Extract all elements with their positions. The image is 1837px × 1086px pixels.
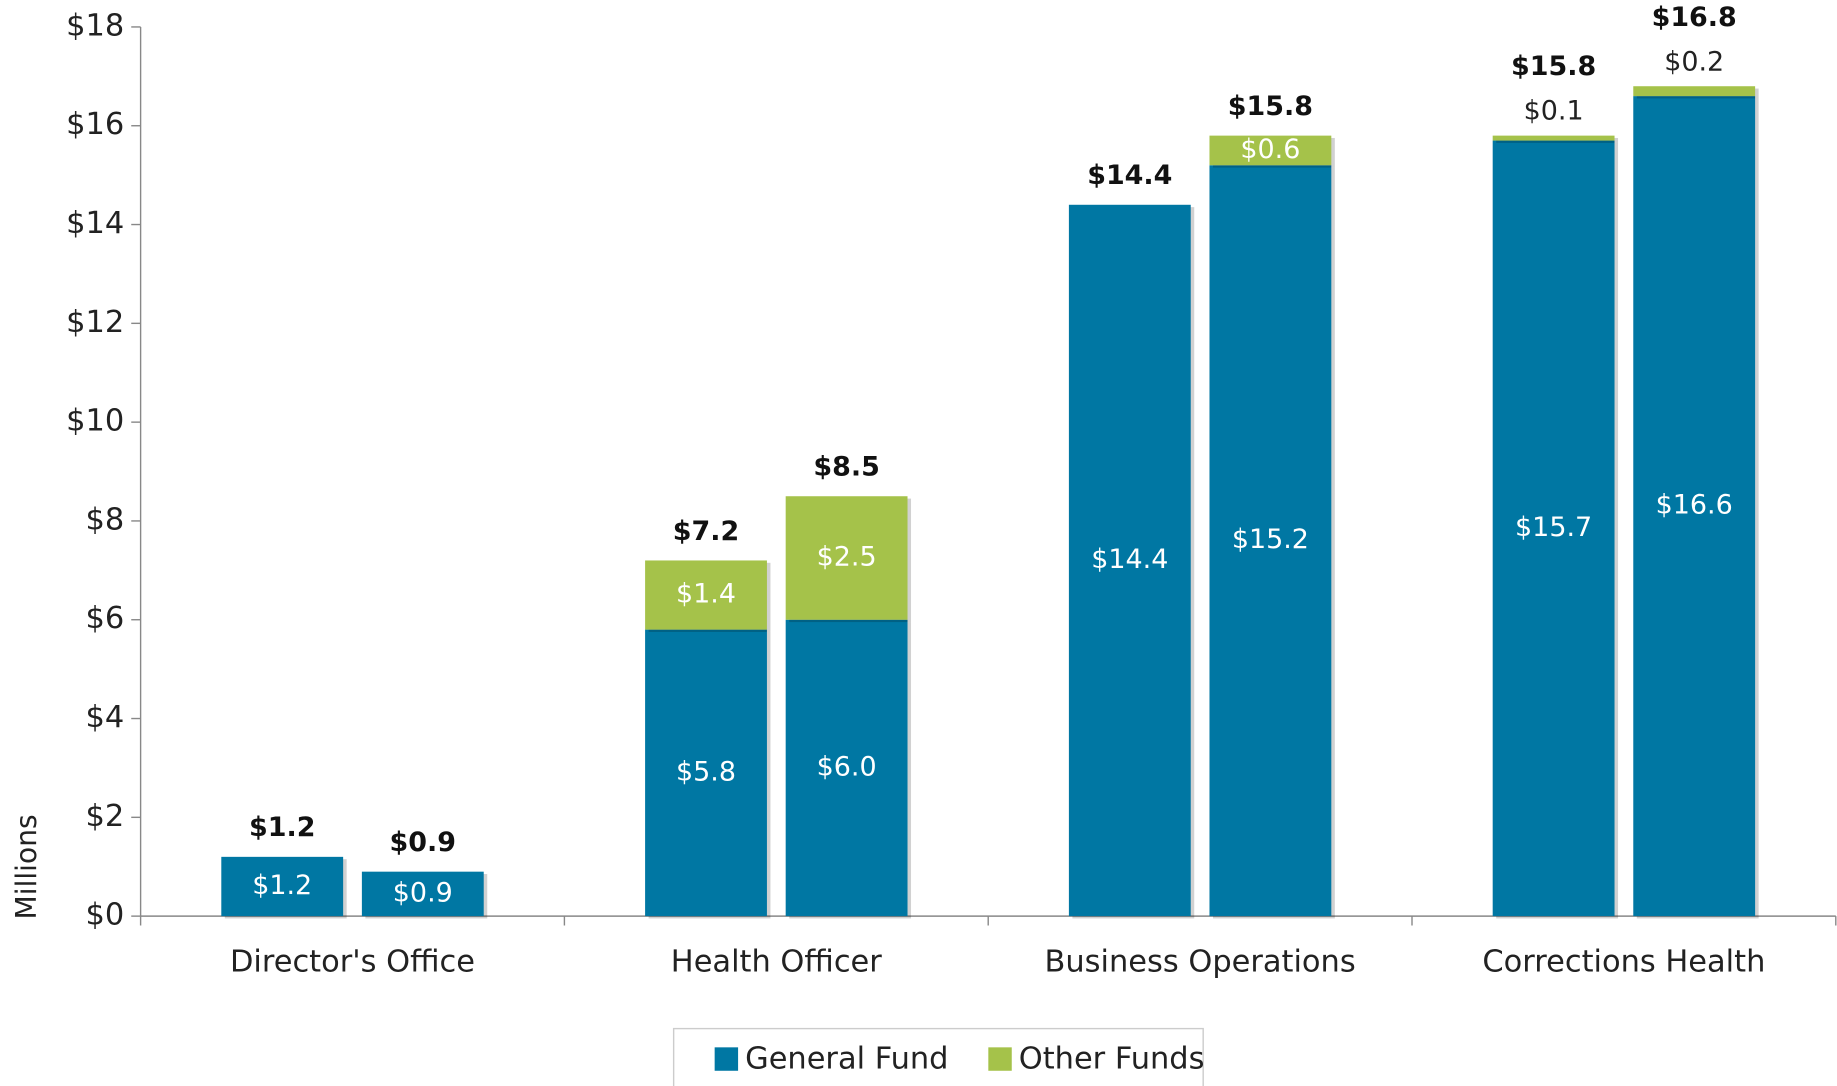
- bar-segment: [1492, 140, 1615, 917]
- y-tick-label: $6: [85, 601, 124, 636]
- segment-label: $1.2: [252, 870, 312, 901]
- bar-segment: [361, 871, 484, 917]
- legend-label: General Fund: [745, 1042, 948, 1077]
- y-tick-label: $12: [66, 305, 124, 340]
- bar-segment: [1068, 204, 1191, 917]
- bar-segment: [1209, 165, 1332, 917]
- segment-label: $14.4: [1091, 544, 1168, 575]
- x-tick-label: Business Operations: [1044, 944, 1355, 979]
- y-tick-label: $10: [66, 404, 124, 439]
- y-tick-label: $18: [66, 8, 124, 43]
- segment-label: $0.2: [1664, 46, 1724, 77]
- bar-segment: [1492, 135, 1615, 141]
- bar-segment: [785, 496, 908, 620]
- segment-label: $0.9: [393, 877, 453, 908]
- bar-segment: [1633, 96, 1756, 917]
- bar-segment: [1633, 86, 1756, 97]
- segment-label: $15.2: [1232, 524, 1309, 555]
- y-tick-label: $16: [66, 107, 124, 142]
- y-tick-label: $8: [85, 502, 124, 537]
- y-axis-label: Millions: [10, 814, 43, 919]
- segment-label: $16.6: [1656, 490, 1733, 521]
- segment-label: $0.6: [1240, 134, 1300, 165]
- total-label: $15.8: [1228, 91, 1313, 122]
- bar-segment: [1209, 135, 1332, 166]
- x-tick-label: Corrections Health: [1482, 944, 1765, 979]
- total-label: $15.8: [1511, 51, 1596, 82]
- total-label: $16.8: [1652, 2, 1737, 33]
- legend-swatch: [988, 1047, 1012, 1071]
- y-tick-label: $0: [85, 898, 124, 933]
- total-label: $1.2: [249, 812, 315, 843]
- bar-segment: [785, 619, 908, 917]
- x-tick-label: Director's Office: [230, 944, 475, 979]
- segment-label: $0.1: [1524, 96, 1584, 127]
- legend-label: Other Funds: [1019, 1042, 1205, 1077]
- y-tick-label: $4: [85, 700, 124, 735]
- legend-swatch: [714, 1047, 739, 1071]
- bar-segment: [221, 856, 344, 917]
- bar-segment: [645, 560, 767, 630]
- total-label: $0.9: [390, 827, 456, 858]
- total-label: $8.5: [813, 452, 879, 483]
- segment-label: $2.5: [817, 541, 877, 572]
- y-tick-label: $2: [85, 799, 124, 834]
- legend-box: [672, 1027, 1204, 1086]
- segment-label: $1.4: [676, 579, 736, 610]
- segment-label: $15.7: [1515, 512, 1592, 543]
- y-tick-label: $14: [66, 206, 124, 241]
- bar-segment: [645, 629, 767, 917]
- segment-label: $5.8: [676, 756, 736, 787]
- total-label: $7.2: [673, 516, 739, 547]
- x-tick-label: Health Officer: [671, 944, 882, 979]
- total-label: $14.4: [1087, 160, 1172, 191]
- segment-label: $6.0: [817, 751, 877, 782]
